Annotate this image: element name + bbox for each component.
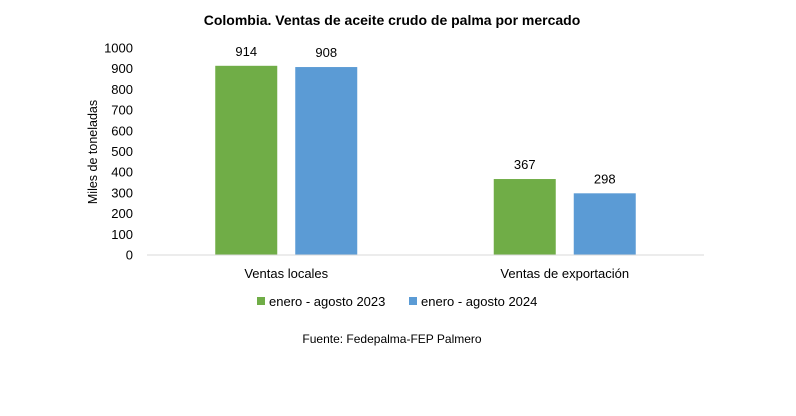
y-tick-label: 800 <box>111 82 133 97</box>
source-note: Fuente: Fedepalma-FEP Palmero <box>302 332 482 346</box>
y-tick-label: 200 <box>111 206 133 221</box>
x-category-label: Ventas locales <box>244 266 328 281</box>
legend: enero - agosto 2023 enero - agosto 2024 <box>257 294 537 309</box>
bar <box>573 193 636 255</box>
y-tick-label: 900 <box>111 61 133 76</box>
data-label: 908 <box>315 45 337 60</box>
legend-swatch <box>409 297 417 305</box>
y-tick-label: 100 <box>111 227 133 242</box>
data-label: 298 <box>594 171 616 186</box>
y-tick-label: 0 <box>126 248 133 263</box>
y-axis-label: Miles de toneladas <box>86 100 100 204</box>
y-tick-label: 1000 <box>104 41 133 56</box>
y-tick-label: 700 <box>111 103 133 118</box>
data-label: 367 <box>514 157 536 172</box>
y-tick-label: 500 <box>111 144 133 159</box>
data-label: 914 <box>235 44 257 59</box>
legend-swatch <box>257 297 265 305</box>
y-tick-label: 300 <box>111 185 133 200</box>
legend-label: enero - agosto 2024 <box>421 294 537 309</box>
x-category-label: Ventas de exportación <box>500 266 629 281</box>
bar <box>493 179 556 255</box>
bars: 914 908 367 298 <box>215 44 636 255</box>
y-tick-label: 400 <box>111 165 133 180</box>
chart-title: Colombia. Ventas de aceite crudo de palm… <box>204 12 581 28</box>
y-tick-label: 600 <box>111 123 133 138</box>
y-axis-ticks: 0 100 200 300 400 500 600 700 800 900 1000 <box>104 41 133 263</box>
bar <box>295 67 358 255</box>
x-axis-categories: Ventas locales Ventas de exportación <box>244 266 629 281</box>
bar <box>215 65 278 255</box>
legend-label: enero - agosto 2023 <box>269 294 385 309</box>
